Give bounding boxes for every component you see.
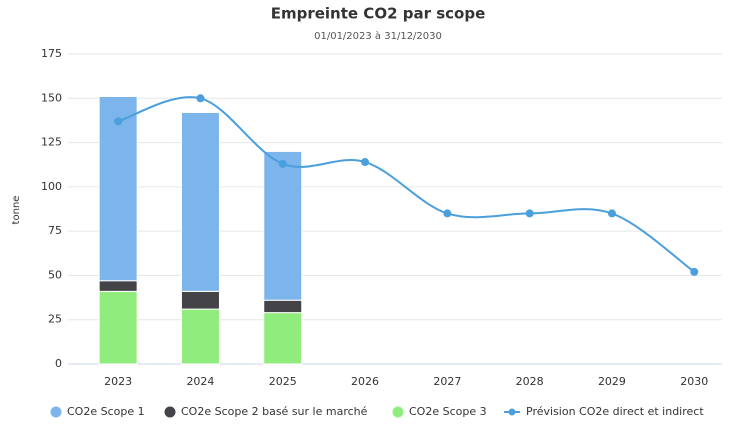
chart-title: Empreinte CO2 par scope: [271, 5, 486, 23]
legend-label: CO2e Scope 1: [67, 405, 145, 418]
line-point: [196, 94, 205, 103]
bar-segment: [263, 150, 303, 301]
y-tick-label: 150: [41, 91, 62, 104]
bar-segment: [263, 312, 303, 365]
line-point: [443, 209, 452, 218]
x-tick-label: 2025: [269, 375, 297, 388]
line-point: [525, 209, 534, 218]
legend-label: CO2e Scope 2 basé sur le marché: [181, 405, 368, 418]
bar-segment: [98, 280, 138, 292]
x-tick-label: 2027: [433, 375, 461, 388]
bar-segment: [180, 111, 220, 292]
bar-segment: [98, 290, 138, 365]
x-tick-label: 2030: [680, 375, 708, 388]
y-tick-label: 50: [48, 268, 62, 281]
line-point: [361, 158, 370, 167]
line-point: [607, 209, 616, 218]
bar-segment: [263, 299, 303, 314]
x-tick-label: 2026: [351, 375, 379, 388]
line-point: [278, 159, 287, 168]
line-point: [690, 267, 699, 276]
bar-segment: [180, 290, 220, 310]
y-tick-label: 100: [41, 180, 62, 193]
y-tick-label: 25: [48, 313, 62, 326]
legend-marker: [164, 406, 176, 418]
x-tick-label: 2023: [104, 375, 132, 388]
line: [117, 96, 695, 273]
y-axis-label: tonne: [11, 196, 22, 225]
y-tick-label: 0: [55, 357, 62, 370]
legend-label: Prévision CO2e direct et indirect: [526, 405, 704, 418]
y-tick-label: 75: [48, 224, 62, 237]
bar-segment: [98, 96, 138, 282]
x-tick-label: 2029: [598, 375, 626, 388]
legend-marker: [508, 408, 516, 416]
y-tick-label: 175: [41, 47, 62, 60]
legend-label: CO2e Scope 3: [409, 405, 487, 418]
line-point: [114, 117, 123, 126]
legend-marker: [50, 406, 62, 418]
bar-segment: [180, 308, 220, 365]
x-tick-label: 2024: [186, 375, 214, 388]
chart-subtitle: 01/01/2023 à 31/12/2030: [314, 30, 442, 42]
y-tick-label: 125: [41, 136, 62, 149]
legend-marker: [392, 406, 404, 418]
x-tick-label: 2028: [516, 375, 544, 388]
